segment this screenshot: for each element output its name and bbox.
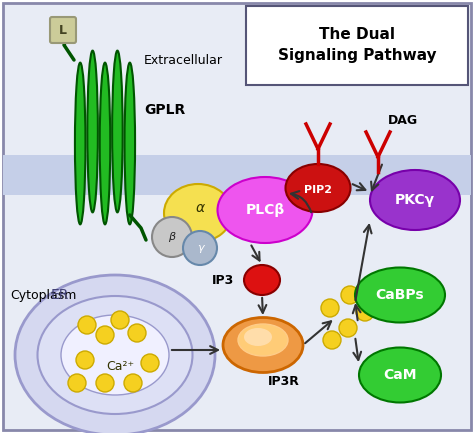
Ellipse shape — [218, 177, 312, 243]
Text: Extracellular: Extracellular — [144, 54, 223, 67]
Ellipse shape — [75, 63, 85, 224]
Ellipse shape — [244, 265, 280, 295]
Circle shape — [124, 374, 142, 392]
Text: Cytoplasm: Cytoplasm — [10, 288, 76, 301]
FancyBboxPatch shape — [50, 17, 76, 43]
Text: IP3: IP3 — [212, 274, 234, 287]
Circle shape — [356, 303, 374, 321]
Circle shape — [76, 351, 94, 369]
Text: PKCγ: PKCγ — [395, 193, 435, 207]
Text: α: α — [195, 201, 205, 215]
Circle shape — [96, 326, 114, 344]
Circle shape — [96, 374, 114, 392]
Ellipse shape — [125, 63, 135, 224]
FancyBboxPatch shape — [246, 6, 468, 85]
Text: GPLR: GPLR — [144, 103, 185, 117]
Ellipse shape — [164, 184, 232, 242]
Text: PIP2: PIP2 — [304, 185, 332, 195]
Text: PLCβ: PLCβ — [246, 203, 284, 217]
Text: IP3R: IP3R — [268, 375, 300, 388]
Text: ER: ER — [51, 288, 69, 302]
Text: CaM: CaM — [383, 368, 417, 382]
Text: β: β — [168, 232, 175, 242]
Circle shape — [68, 374, 86, 392]
Text: γ: γ — [197, 243, 203, 253]
Ellipse shape — [183, 231, 217, 265]
Ellipse shape — [37, 296, 192, 414]
Ellipse shape — [87, 51, 98, 212]
Ellipse shape — [61, 315, 169, 395]
Ellipse shape — [152, 217, 192, 257]
Circle shape — [78, 316, 96, 334]
Ellipse shape — [359, 348, 441, 403]
Text: The Dual
Signaling Pathway: The Dual Signaling Pathway — [278, 27, 436, 63]
Bar — [3, 155, 471, 195]
Ellipse shape — [370, 170, 460, 230]
Ellipse shape — [285, 164, 350, 212]
Circle shape — [128, 324, 146, 342]
Ellipse shape — [112, 51, 123, 212]
FancyBboxPatch shape — [3, 3, 471, 430]
Text: Ca²⁺: Ca²⁺ — [106, 361, 134, 374]
Ellipse shape — [238, 324, 288, 356]
Ellipse shape — [244, 328, 272, 346]
Text: L: L — [59, 23, 67, 36]
Circle shape — [323, 331, 341, 349]
Circle shape — [341, 286, 359, 304]
Ellipse shape — [223, 317, 303, 372]
Circle shape — [321, 299, 339, 317]
Circle shape — [111, 311, 129, 329]
Text: CaBPs: CaBPs — [376, 288, 424, 302]
Ellipse shape — [100, 63, 110, 224]
Text: DAG: DAG — [388, 114, 418, 127]
Ellipse shape — [355, 268, 445, 323]
Circle shape — [141, 354, 159, 372]
Circle shape — [339, 319, 357, 337]
Ellipse shape — [15, 275, 215, 433]
